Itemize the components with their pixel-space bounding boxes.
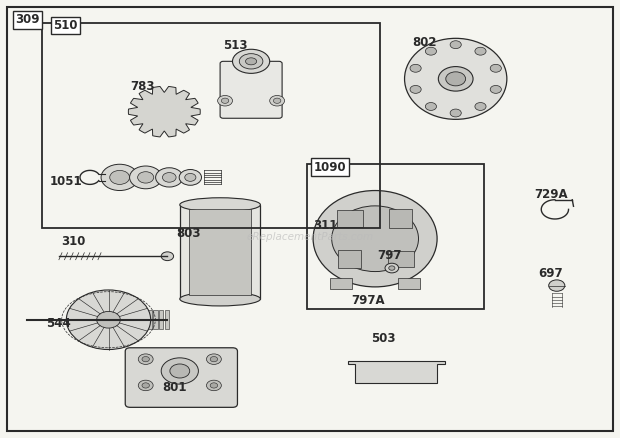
Circle shape <box>101 164 138 191</box>
Circle shape <box>156 168 183 187</box>
Bar <box>307 164 484 309</box>
Circle shape <box>475 47 486 55</box>
Circle shape <box>138 172 154 183</box>
Circle shape <box>385 263 399 273</box>
Text: 503: 503 <box>371 332 396 345</box>
Circle shape <box>475 102 486 110</box>
Circle shape <box>138 380 153 391</box>
Bar <box>164 310 169 329</box>
Circle shape <box>210 383 218 388</box>
Circle shape <box>110 170 130 184</box>
Bar <box>189 209 251 295</box>
Circle shape <box>425 47 436 55</box>
Circle shape <box>221 98 229 103</box>
Circle shape <box>218 95 232 106</box>
Ellipse shape <box>180 292 260 306</box>
Text: 510: 510 <box>53 19 78 32</box>
Polygon shape <box>337 210 363 227</box>
Text: 1051: 1051 <box>50 175 82 188</box>
Circle shape <box>185 173 196 181</box>
Circle shape <box>159 108 169 115</box>
Circle shape <box>450 109 461 117</box>
Text: 544: 544 <box>46 317 71 330</box>
Ellipse shape <box>246 58 257 65</box>
Circle shape <box>179 170 202 185</box>
Circle shape <box>97 311 120 328</box>
Circle shape <box>549 280 565 291</box>
Text: 513: 513 <box>223 39 248 53</box>
Circle shape <box>170 364 190 378</box>
Circle shape <box>389 266 395 270</box>
Text: 697: 697 <box>538 267 563 280</box>
Text: 801: 801 <box>162 381 187 394</box>
Polygon shape <box>128 86 200 137</box>
Circle shape <box>446 72 466 86</box>
Circle shape <box>410 64 421 72</box>
Ellipse shape <box>239 53 263 69</box>
Circle shape <box>210 357 218 362</box>
Bar <box>159 310 163 329</box>
Circle shape <box>410 85 421 93</box>
Polygon shape <box>389 209 412 228</box>
FancyBboxPatch shape <box>220 61 282 118</box>
Ellipse shape <box>313 191 437 287</box>
Bar <box>148 310 153 329</box>
Circle shape <box>161 252 174 261</box>
Text: 310: 310 <box>61 235 85 248</box>
Text: eReplacementParts.com: eReplacementParts.com <box>246 232 374 241</box>
Polygon shape <box>388 251 414 267</box>
Circle shape <box>206 354 221 364</box>
Ellipse shape <box>404 39 507 120</box>
Text: 729A: 729A <box>534 188 568 201</box>
Circle shape <box>161 358 198 384</box>
Polygon shape <box>338 250 361 268</box>
Circle shape <box>270 95 285 106</box>
Text: 783: 783 <box>130 80 155 93</box>
Circle shape <box>138 354 153 364</box>
Bar <box>153 310 157 329</box>
Text: 797: 797 <box>377 249 402 262</box>
Circle shape <box>490 85 502 93</box>
Ellipse shape <box>66 290 151 350</box>
Text: 802: 802 <box>412 36 437 49</box>
Polygon shape <box>348 361 445 383</box>
Text: 311: 311 <box>313 219 337 232</box>
Bar <box>330 278 352 289</box>
Circle shape <box>153 104 175 120</box>
Text: 309: 309 <box>16 13 40 26</box>
Circle shape <box>162 173 176 182</box>
Circle shape <box>438 67 473 91</box>
Bar <box>398 278 420 289</box>
Ellipse shape <box>332 206 419 272</box>
Circle shape <box>142 357 149 362</box>
Circle shape <box>490 64 502 72</box>
Bar <box>142 310 146 329</box>
Circle shape <box>206 380 221 391</box>
Circle shape <box>450 41 461 49</box>
Circle shape <box>142 383 149 388</box>
Ellipse shape <box>232 49 270 74</box>
Text: 803: 803 <box>177 227 202 240</box>
Ellipse shape <box>180 198 260 212</box>
Circle shape <box>273 98 281 103</box>
Circle shape <box>425 102 436 110</box>
FancyBboxPatch shape <box>125 348 237 407</box>
Circle shape <box>130 166 162 189</box>
Text: 1090: 1090 <box>314 161 347 174</box>
Bar <box>180 205 260 299</box>
Bar <box>42 23 380 228</box>
Text: 797A: 797A <box>352 294 385 307</box>
